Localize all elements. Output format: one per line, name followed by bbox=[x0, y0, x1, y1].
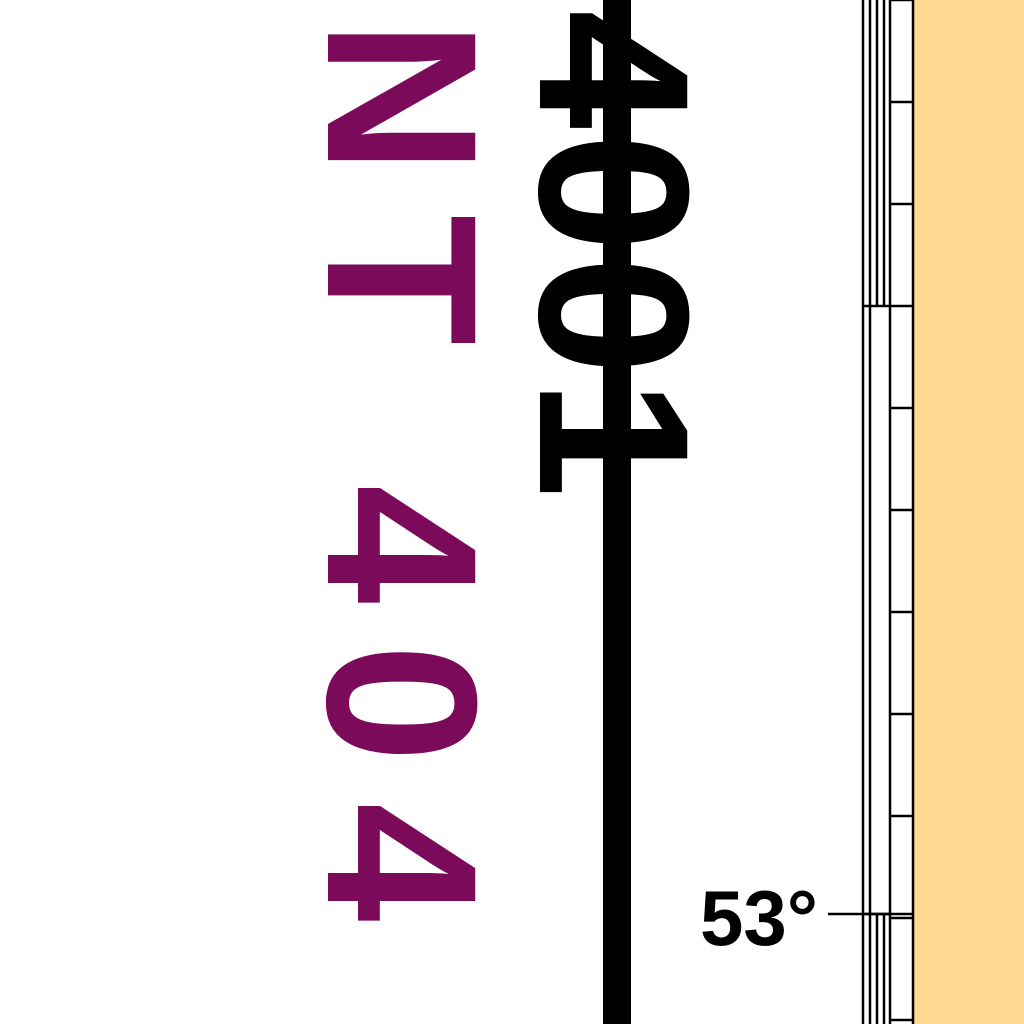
sheet-number-label: 4001 bbox=[494, 10, 733, 502]
latitude-label: 53° bbox=[700, 874, 818, 962]
land-area bbox=[914, 0, 1024, 1024]
region-code-label: NT 404 bbox=[282, 20, 521, 962]
latitude-scale-frame bbox=[861, 0, 915, 1024]
sheet-border-line bbox=[603, 0, 631, 1024]
